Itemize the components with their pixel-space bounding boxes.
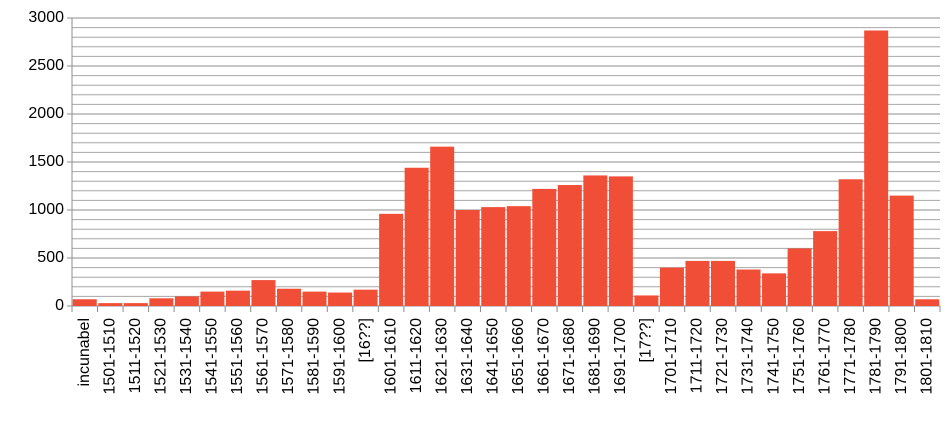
y-tick-label: 2000 [28, 105, 64, 122]
bar [557, 185, 582, 306]
bar [72, 299, 97, 306]
y-tick-label: 2500 [28, 57, 64, 74]
bar [353, 289, 378, 306]
bar [174, 296, 199, 306]
bar [583, 175, 608, 306]
x-tick-label: 1751-1760 [791, 318, 808, 395]
x-tick-label: [17??] [638, 318, 655, 362]
x-tick-label: 1781-1790 [867, 318, 884, 395]
x-tick-label: 1731-1740 [740, 318, 757, 395]
x-tick-label: 1651-1660 [510, 318, 527, 395]
x-tick-label: 1601-1610 [382, 318, 399, 395]
x-tick-label: 1661-1670 [536, 318, 553, 395]
bar [379, 213, 404, 306]
bar [455, 210, 480, 306]
bar [736, 269, 761, 306]
bar [838, 179, 863, 306]
bar [149, 298, 174, 306]
bar [659, 267, 684, 306]
y-tick-label: 1500 [28, 153, 64, 170]
bar [634, 295, 659, 306]
bar [404, 167, 429, 306]
x-tick-label: 1791-1800 [893, 318, 910, 395]
bar [225, 290, 250, 306]
bar [813, 231, 838, 306]
x-tick-label: 1551-1560 [229, 318, 246, 395]
x-tick-label: 1521-1530 [153, 318, 170, 395]
bar [481, 207, 506, 306]
bar [277, 288, 301, 306]
bar [532, 188, 557, 306]
x-tick-label: 1541-1550 [204, 318, 221, 395]
y-tick-label: 0 [55, 297, 64, 314]
x-tick-label: 1701-1710 [663, 318, 680, 395]
x-tick-label: 1691-1700 [612, 318, 629, 395]
bar [762, 273, 787, 306]
x-tick-label: 1621-1630 [433, 318, 450, 395]
x-tick-label: 1501-1510 [102, 318, 119, 395]
x-tick-label: 1631-1640 [459, 318, 476, 395]
x-tick-label: 1511-1520 [127, 318, 144, 393]
x-tick-label: 1761-1770 [816, 318, 833, 395]
x-tick-label: 1671-1680 [561, 318, 578, 395]
x-tick-label: 1571-1580 [280, 318, 297, 395]
x-tick-label: 1531-1540 [178, 318, 195, 395]
bar [302, 291, 327, 306]
bar [864, 30, 889, 306]
y-tick-label: 3000 [28, 9, 64, 26]
x-tick-label: 1771-1780 [842, 318, 859, 395]
x-tick-label: 1801-1810 [918, 318, 935, 395]
bar [506, 206, 531, 306]
bar [123, 303, 148, 306]
y-tick-label: 1000 [28, 201, 64, 218]
bar [608, 176, 633, 306]
x-tick-label: 1711-1720 [689, 318, 706, 393]
bar [889, 195, 914, 306]
bar [787, 248, 812, 306]
bar [98, 303, 123, 306]
x-tick-label: 1611-1620 [408, 318, 425, 393]
bar [200, 291, 225, 306]
x-tick-label: 1561-1570 [255, 318, 272, 395]
x-tick-label: incunabel [76, 318, 93, 387]
x-tick-label: [16??] [357, 318, 374, 362]
bar [328, 292, 353, 306]
bar [251, 280, 276, 306]
x-tick-label: 1591-1600 [331, 318, 348, 395]
x-tick-label: 1741-1750 [765, 318, 782, 395]
x-tick-label: 1721-1730 [714, 318, 731, 395]
x-tick-label: 1581-1590 [306, 318, 323, 395]
y-tick-label: 500 [37, 249, 64, 266]
bar [915, 299, 940, 306]
x-tick-label: 1681-1690 [587, 318, 604, 395]
bar [711, 260, 735, 306]
x-tick-label: 1641-1650 [484, 318, 501, 395]
bar [430, 146, 455, 306]
bar [685, 260, 710, 306]
